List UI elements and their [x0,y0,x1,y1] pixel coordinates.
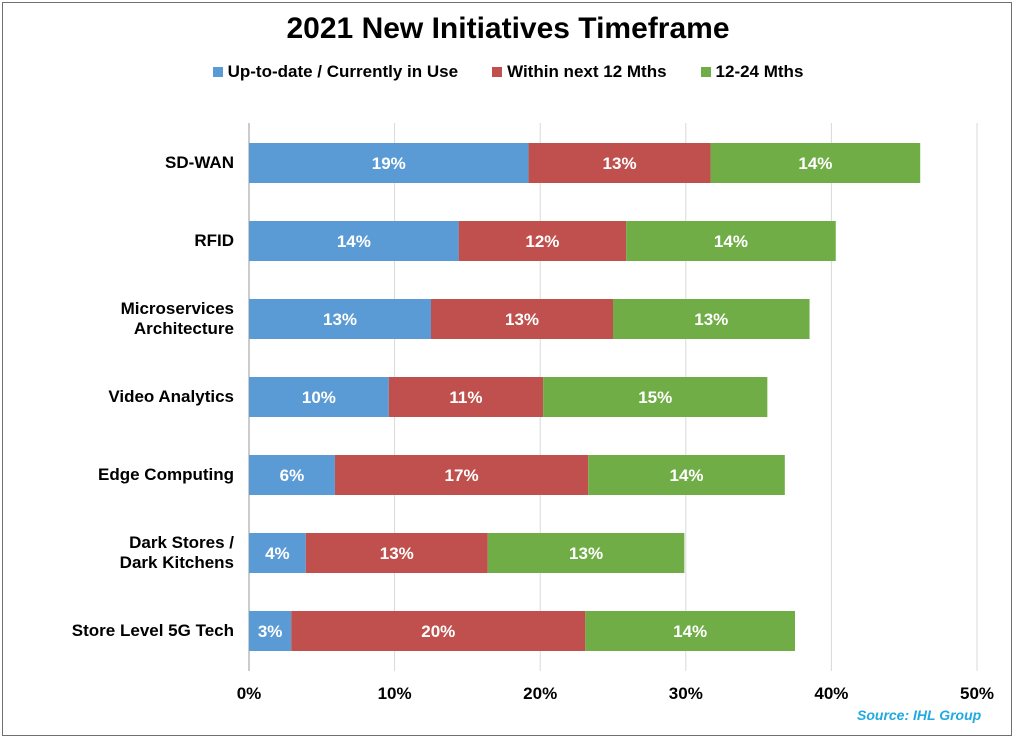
x-tick-label: 40% [814,684,849,703]
legend-label: Within next 12 Mths [507,62,667,81]
legend-label: Up-to-date / Currently in Use [227,62,459,81]
x-tick-label: 20% [523,684,558,703]
data-label: 14% [798,154,832,173]
data-label: 13% [323,310,357,329]
chart-title: 2021 New Initiatives Timeframe [286,12,730,45]
legend-swatch [212,67,223,77]
bar-segment [431,299,613,339]
bar-segment [613,299,810,339]
x-tick-label: 30% [668,684,703,703]
bar-segment [528,143,711,183]
data-label: 14% [670,466,704,485]
data-label: 17% [445,466,479,485]
data-label: 10% [302,388,336,407]
data-label: 4% [265,544,290,563]
data-label: 6% [280,466,305,485]
x-tick-label: 0% [236,684,262,703]
bar-segment [305,533,488,573]
category-label: Microservices Architecture [120,299,234,338]
bar-segment [291,611,586,651]
legend-label: 12-24 Mths [715,62,804,81]
bar-segment [249,455,335,495]
bar-segment [710,143,921,183]
bar-segment [249,533,306,573]
data-label: 14% [337,232,371,251]
category-label: Edge Computing [98,465,234,484]
legend-swatch [492,67,503,77]
legend-item: Within next 12 Mths [492,62,667,82]
bar-segment [626,221,836,261]
legend-swatch [700,67,711,77]
data-label: 13% [694,310,728,329]
bar-segment [388,377,544,417]
bar-segment [487,533,685,573]
bar-segment [585,611,795,651]
x-tick-label: 10% [377,684,412,703]
category-label: Dark Stores / Dark Kitchens [119,533,234,572]
legend-item: 12-24 Mths [700,62,804,82]
data-label: 13% [603,154,637,173]
bar-segment [249,299,431,339]
bar-segment [334,455,589,495]
data-label: 11% [449,388,482,407]
source-note: Source: IHL Group [857,707,982,723]
category-label: Store Level 5G Tech [71,621,234,640]
data-label: 13% [505,310,539,329]
data-label: 12% [525,232,559,251]
legend: Up-to-date / Currently in Use Within next… [0,62,1016,82]
data-label: 13% [380,544,414,563]
data-label: 13% [569,544,603,563]
data-label: 15% [638,388,672,407]
bar-segment [458,221,627,261]
legend-item: Up-to-date / Currently in Use [212,62,459,82]
x-tick-label: 50% [959,684,995,703]
category-label: Video Analytics [108,387,234,406]
data-label: 3% [258,622,283,641]
data-label: 20% [421,622,455,641]
category-label: SD-WAN [165,153,234,172]
bar-segment [249,611,292,651]
data-label: 14% [673,622,707,641]
bar-segment [249,221,459,261]
bar-segment [588,455,785,495]
category-label: RFID [194,231,234,250]
bar-segment [249,377,389,417]
data-label: 19% [372,154,406,173]
bar-segment [249,143,529,183]
bar-segment [543,377,768,417]
data-label: 14% [714,232,748,251]
